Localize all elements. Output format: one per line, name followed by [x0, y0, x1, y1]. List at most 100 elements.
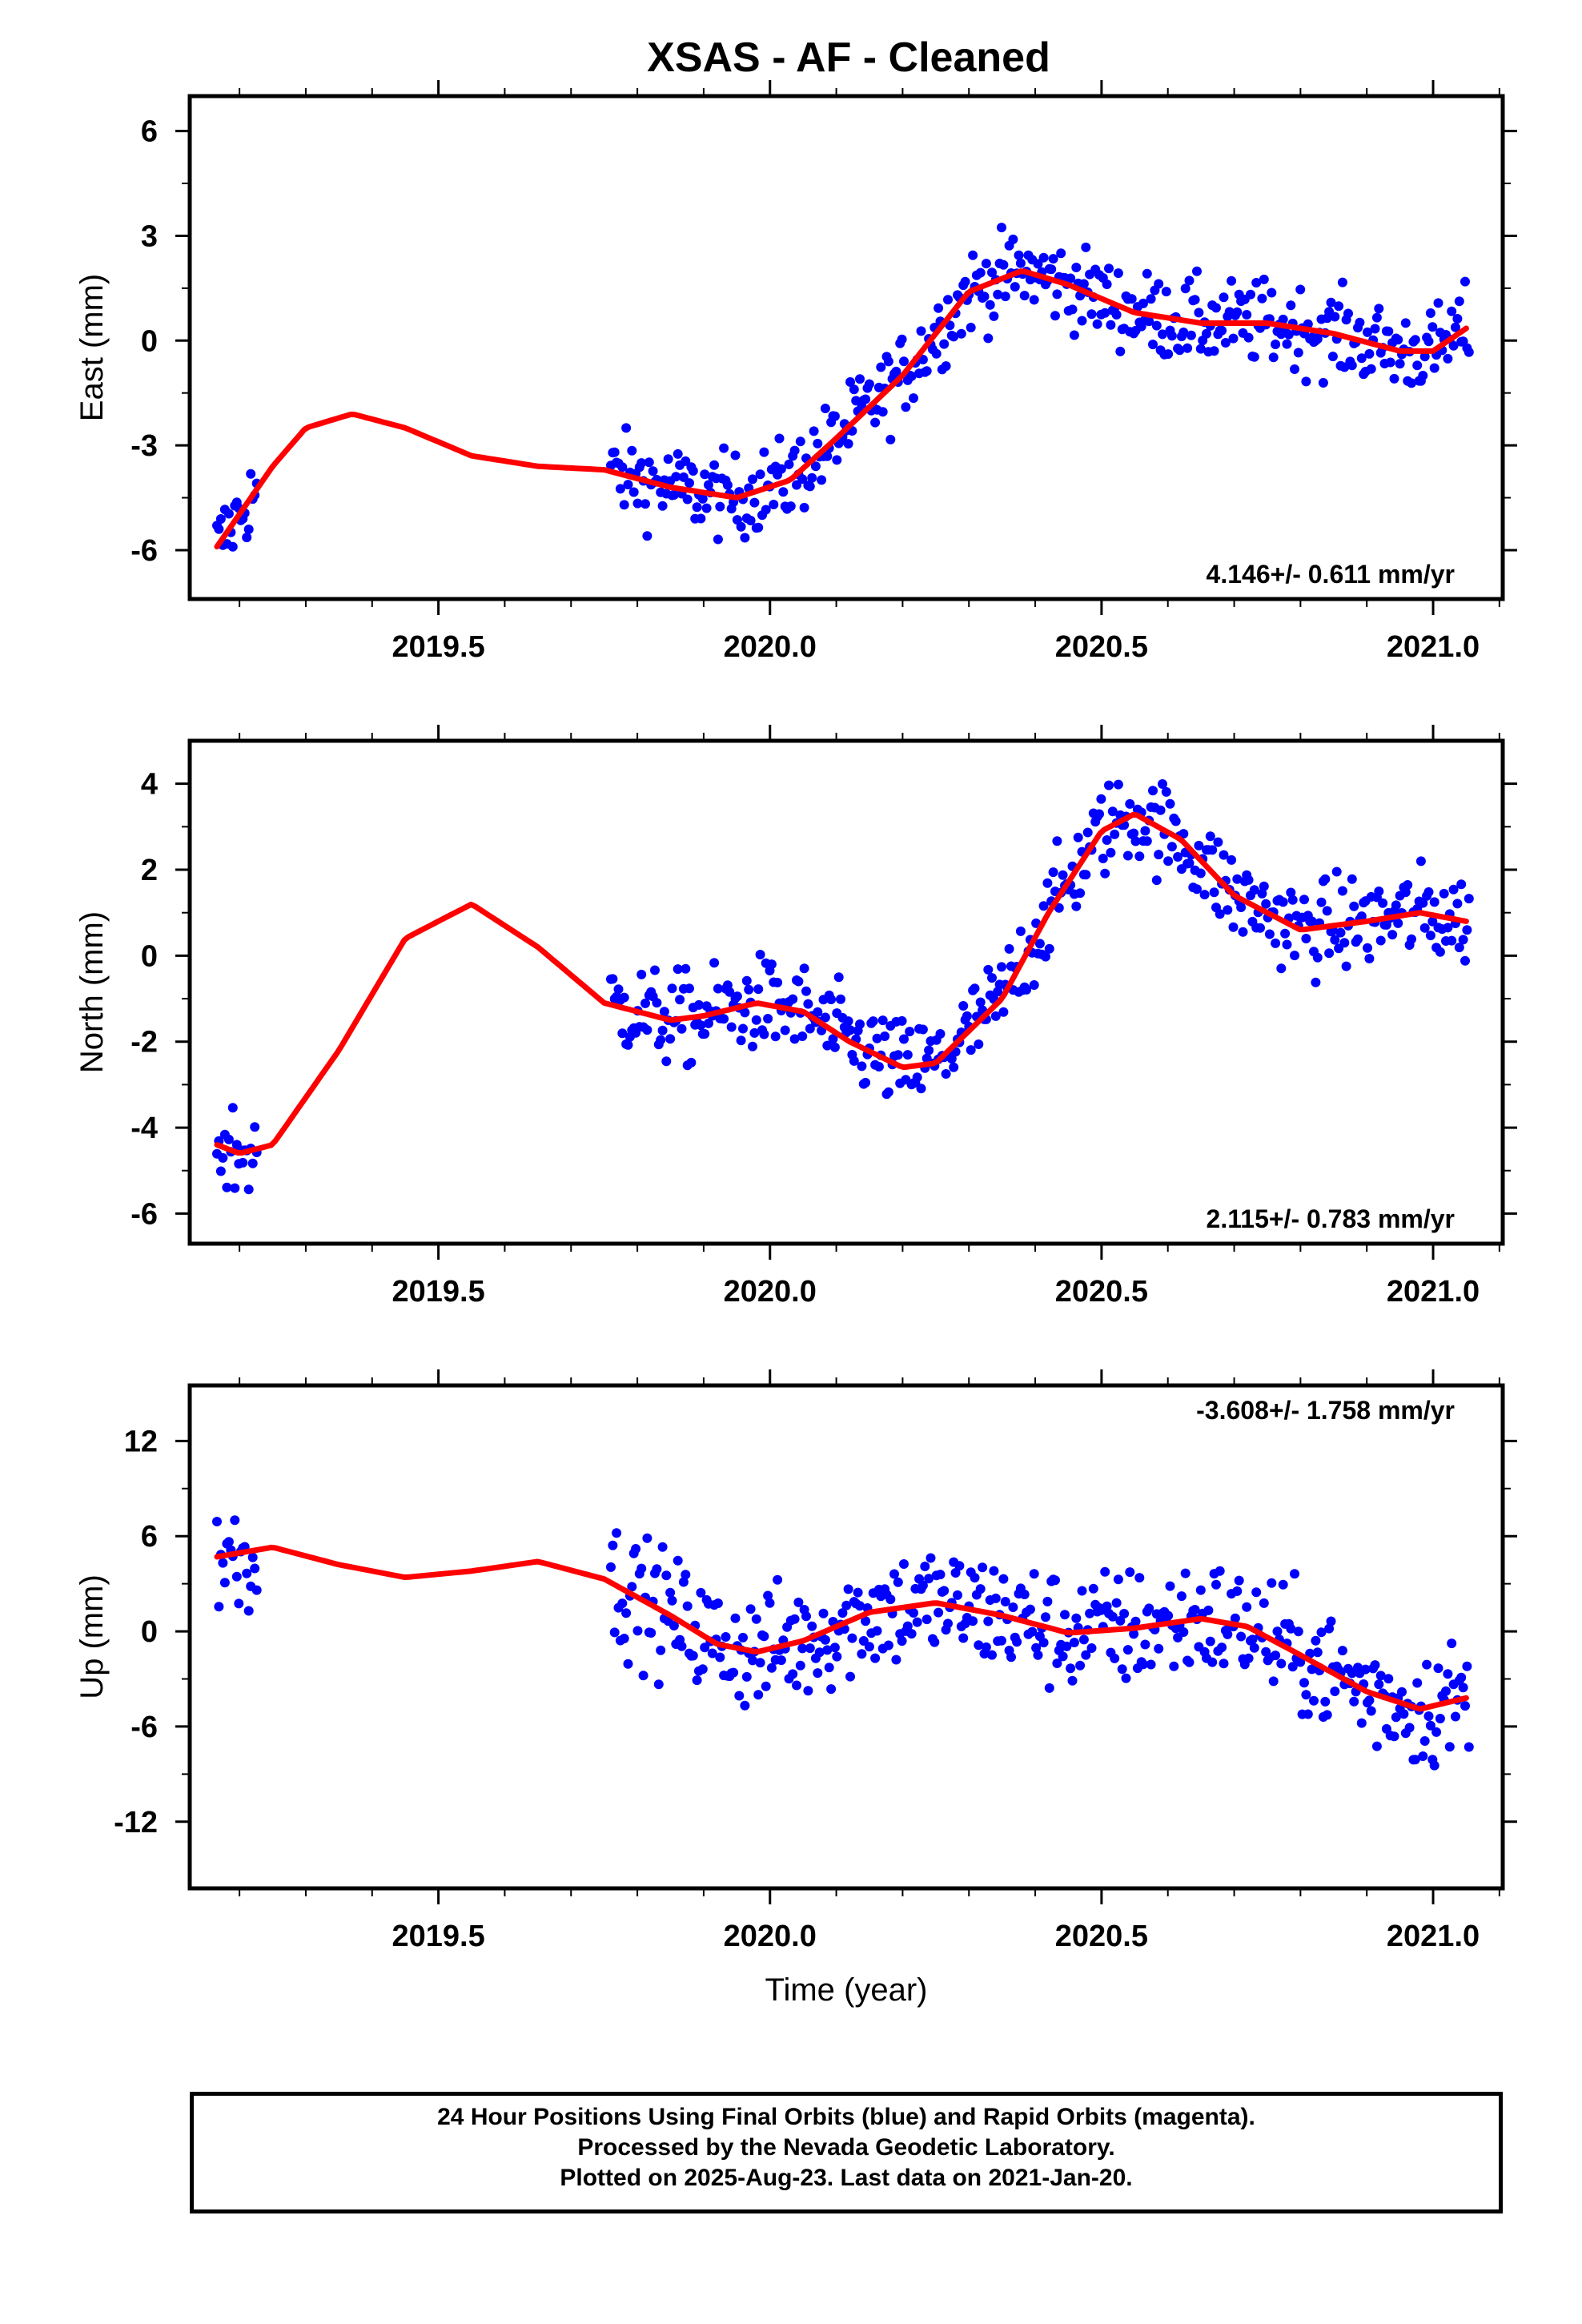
data-point [1341, 961, 1351, 971]
data-point [1008, 1602, 1018, 1612]
data-point [1195, 868, 1206, 879]
data-point [1267, 1578, 1277, 1588]
data-point [935, 1570, 946, 1580]
data-point [930, 1637, 940, 1647]
data-point [696, 1020, 706, 1031]
data-point [843, 1584, 853, 1594]
data-point [1320, 1696, 1331, 1707]
data-point [1107, 1611, 1118, 1622]
plots-svg: 2019.5 2020.0 2020.5 2021.0 -6 -3 0 3 6 East (mm)… [74, 80, 1517, 2008]
data-point [1154, 279, 1164, 289]
data-point [1058, 870, 1068, 880]
data-point [1192, 884, 1202, 895]
data-point [759, 1631, 769, 1642]
data-point [970, 1573, 980, 1583]
data-point [851, 396, 861, 406]
data-point [759, 447, 769, 457]
data-point [1130, 836, 1141, 846]
data-point [897, 1015, 907, 1026]
plot-frame [187, 1383, 1505, 1891]
data-point [909, 1608, 918, 1618]
data-point [916, 326, 926, 336]
data-point [623, 1039, 633, 1050]
data-point [1228, 333, 1239, 344]
data-point [1238, 927, 1248, 937]
data-point [1353, 934, 1363, 944]
data-point [669, 1621, 679, 1630]
data-point [677, 1023, 687, 1034]
data-point [883, 1640, 893, 1651]
data-point [1429, 363, 1439, 373]
data-point [1184, 1657, 1195, 1667]
data-point [1418, 371, 1428, 380]
data-point [1086, 309, 1097, 320]
data-point [1230, 1613, 1240, 1623]
data-point [751, 1015, 761, 1025]
data-point [1287, 895, 1298, 905]
data-point [789, 1614, 800, 1624]
data-point [738, 1632, 748, 1642]
data-point [1242, 1602, 1252, 1612]
data-point [1129, 1629, 1139, 1639]
data-point [1066, 273, 1076, 283]
data-point [1077, 1586, 1087, 1596]
data-point [697, 493, 708, 504]
data-point [1115, 1615, 1126, 1626]
data-point [1121, 1673, 1131, 1683]
data-point [1391, 1712, 1401, 1723]
data-point [1211, 303, 1221, 313]
y-tick-label: 0 [141, 324, 158, 358]
data-point [956, 328, 966, 339]
y-tick-label: -4 [130, 1112, 158, 1145]
data-point [1102, 1601, 1112, 1611]
data-point [1015, 926, 1026, 936]
data-point [653, 1679, 664, 1690]
data-point [1337, 886, 1347, 896]
data-point [640, 499, 650, 509]
data-point [1276, 1659, 1287, 1669]
data-point [1138, 298, 1148, 308]
data-point [1169, 1661, 1179, 1671]
data-point [1423, 887, 1434, 897]
data-point [1154, 850, 1164, 860]
data-point [1067, 304, 1078, 315]
x-tick-label: 2020.5 [1055, 630, 1148, 664]
data-point [1194, 308, 1204, 318]
data-point [1287, 1662, 1298, 1672]
data-point [1025, 1604, 1035, 1614]
data-point [1301, 376, 1311, 387]
data-point [885, 434, 896, 444]
data-point [981, 259, 991, 269]
data-point [692, 502, 702, 513]
data-point [1211, 1579, 1221, 1590]
data-point [979, 292, 990, 302]
data-point [870, 417, 881, 428]
fit-curve [214, 811, 1469, 1156]
data-point [1000, 292, 1010, 302]
data-point [1312, 1647, 1323, 1658]
data-point [1404, 1723, 1415, 1733]
data-point [1261, 899, 1271, 909]
y-tick-label: 6 [141, 115, 158, 149]
data-point [628, 487, 639, 497]
data-point [1272, 1626, 1283, 1637]
data-point [893, 1050, 903, 1060]
data-point [810, 461, 821, 472]
data-point [1227, 854, 1237, 865]
data-point [1182, 343, 1193, 353]
data-point [1148, 786, 1158, 796]
data-point [1012, 1637, 1022, 1647]
data-point [1462, 1661, 1472, 1671]
data-point [721, 1632, 731, 1642]
data-point [1199, 890, 1210, 900]
data-point [748, 1655, 757, 1666]
data-point [807, 472, 817, 483]
data-point [230, 1183, 240, 1193]
data-point [692, 1675, 702, 1686]
data-point [621, 1608, 632, 1618]
data-point [729, 1667, 739, 1678]
plot-frame [187, 738, 1505, 1246]
data-point [1290, 364, 1299, 374]
data-point [223, 1537, 234, 1547]
data-point [1050, 311, 1060, 321]
